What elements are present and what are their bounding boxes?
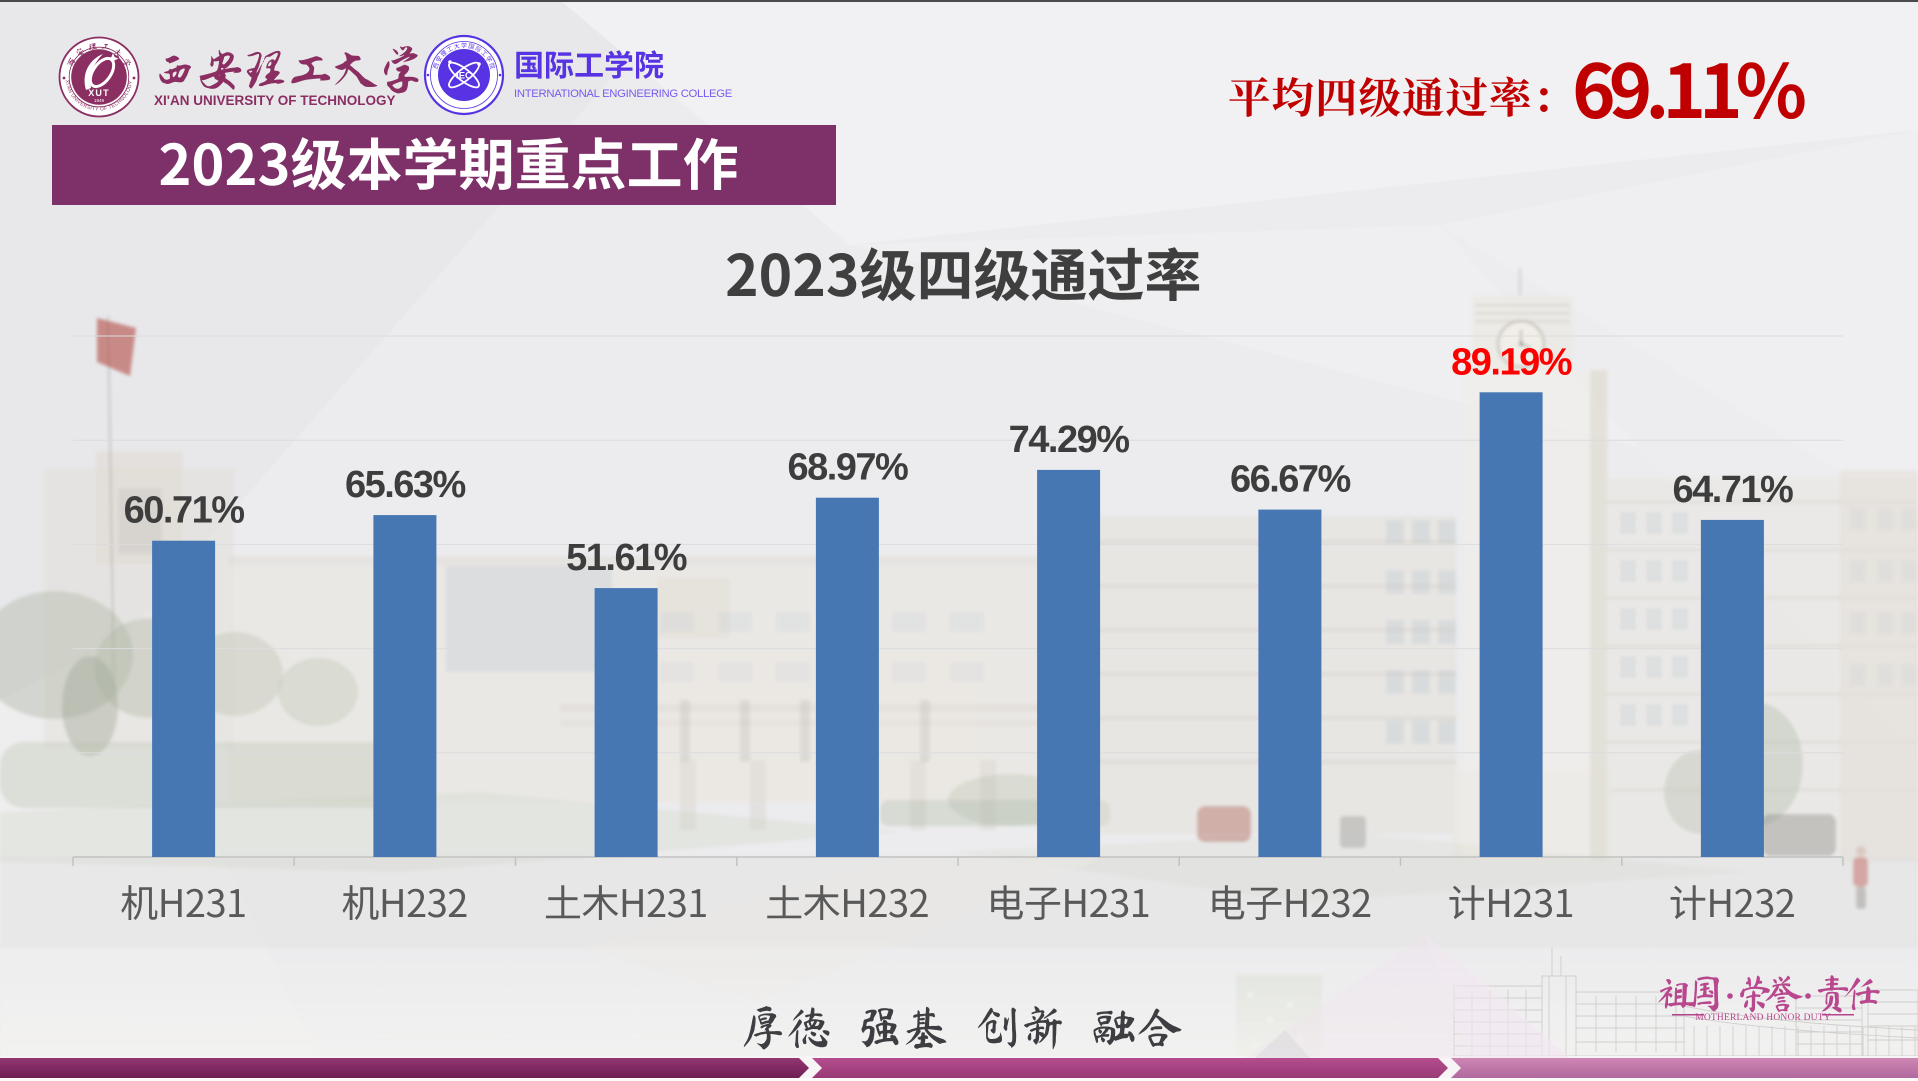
- svg-text:XI'AN UNIVERSITY OF TECHNOLOGY: XI'AN UNIVERSITY OF TECHNOLOGY: [154, 93, 395, 108]
- svg-text:74.29%: 74.29%: [1009, 419, 1130, 461]
- svg-text:64.71%: 64.71%: [1672, 469, 1793, 511]
- svg-text:68.97%: 68.97%: [787, 447, 908, 489]
- svg-text:66.67%: 66.67%: [1230, 459, 1351, 501]
- svg-text:51.61%: 51.61%: [566, 537, 687, 579]
- svg-text:IEC: IEC: [456, 71, 472, 82]
- svg-text:60.71%: 60.71%: [124, 490, 245, 532]
- svg-text:89.19%: 89.19%: [1451, 341, 1572, 383]
- svg-text:XUT: XUT: [88, 88, 110, 98]
- svg-text:1949: 1949: [94, 98, 105, 103]
- svg-text:INTERNATIONAL ENGINEERING COLL: INTERNATIONAL ENGINEERING COLLEGE: [514, 88, 733, 100]
- svg-text:MOTHERLAND HONOR DUTY: MOTHERLAND HONOR DUTY: [1695, 1013, 1831, 1023]
- svg-text:65.63%: 65.63%: [345, 464, 466, 506]
